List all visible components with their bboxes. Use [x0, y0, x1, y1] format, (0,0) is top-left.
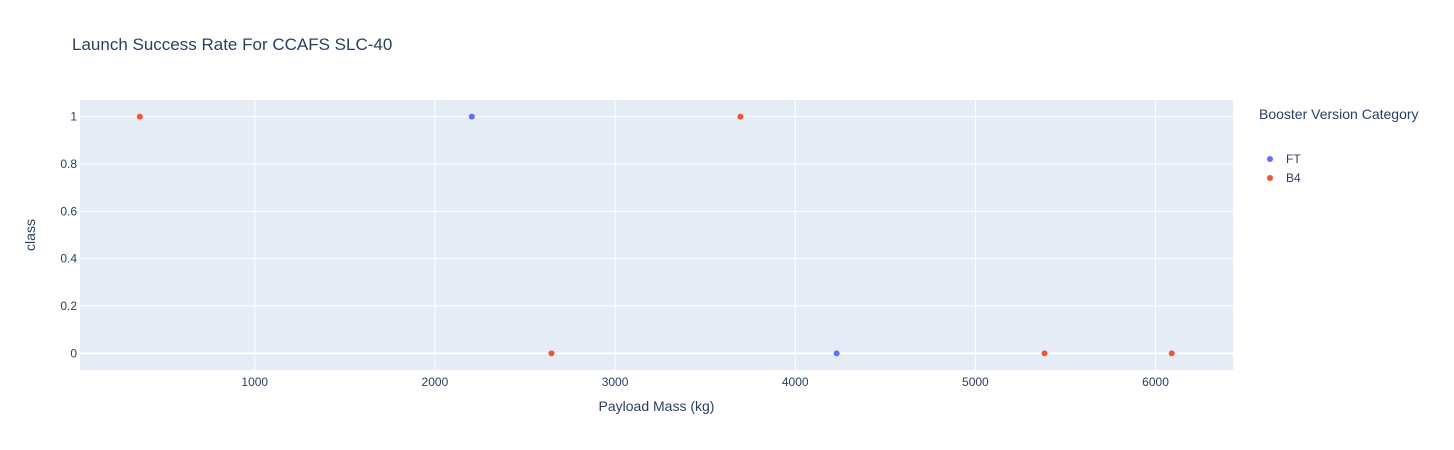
y-tick-label: 1: [70, 110, 77, 124]
x-tick-label: 4000: [782, 375, 809, 389]
y-tick-label: 0.6: [60, 204, 77, 218]
y-tick-label: 0: [70, 346, 77, 360]
x-tick-label: 6000: [1142, 375, 1169, 389]
y-tick-label: 0.2: [60, 299, 77, 313]
y-tick-label: 0.4: [60, 252, 77, 266]
legend-marker: [1267, 156, 1273, 162]
x-tick-label: 1000: [241, 375, 268, 389]
legend: Booster Version Category FT B4: [1259, 106, 1419, 185]
y-tick-label: 0.8: [60, 157, 77, 171]
chart-title: Launch Success Rate For CCAFS SLC-40: [72, 35, 392, 54]
data-point-b4[interactable]: [136, 113, 143, 120]
legend-item-b4[interactable]: B4: [1267, 171, 1301, 185]
grid-lines: [80, 100, 1233, 370]
x-axis-title: Payload Mass (kg): [599, 398, 715, 414]
legend-item-ft[interactable]: FT: [1267, 152, 1301, 166]
y-axis-title: class: [22, 219, 38, 251]
legend-label: B4: [1286, 171, 1301, 185]
legend-label: FT: [1286, 152, 1301, 166]
x-tick-label: 2000: [422, 375, 449, 389]
data-point-b4[interactable]: [737, 113, 744, 120]
x-tick-label: 3000: [602, 375, 629, 389]
data-point-b4[interactable]: [1168, 350, 1175, 357]
data-point-ft[interactable]: [833, 350, 840, 357]
data-point-b4[interactable]: [1041, 350, 1048, 357]
data-point-b4[interactable]: [548, 350, 555, 357]
x-tick-label: 5000: [962, 375, 989, 389]
legend-title: Booster Version Category: [1259, 106, 1419, 122]
data-point-ft[interactable]: [468, 113, 475, 120]
legend-marker: [1267, 175, 1273, 181]
y-axis-ticks: 0 0.2 0.4 0.6 0.8 1: [60, 110, 77, 361]
plot-area[interactable]: [80, 100, 1233, 370]
x-axis-ticks: 1000 2000 3000 4000 5000 6000: [241, 375, 1169, 389]
data-points: [136, 113, 1175, 357]
